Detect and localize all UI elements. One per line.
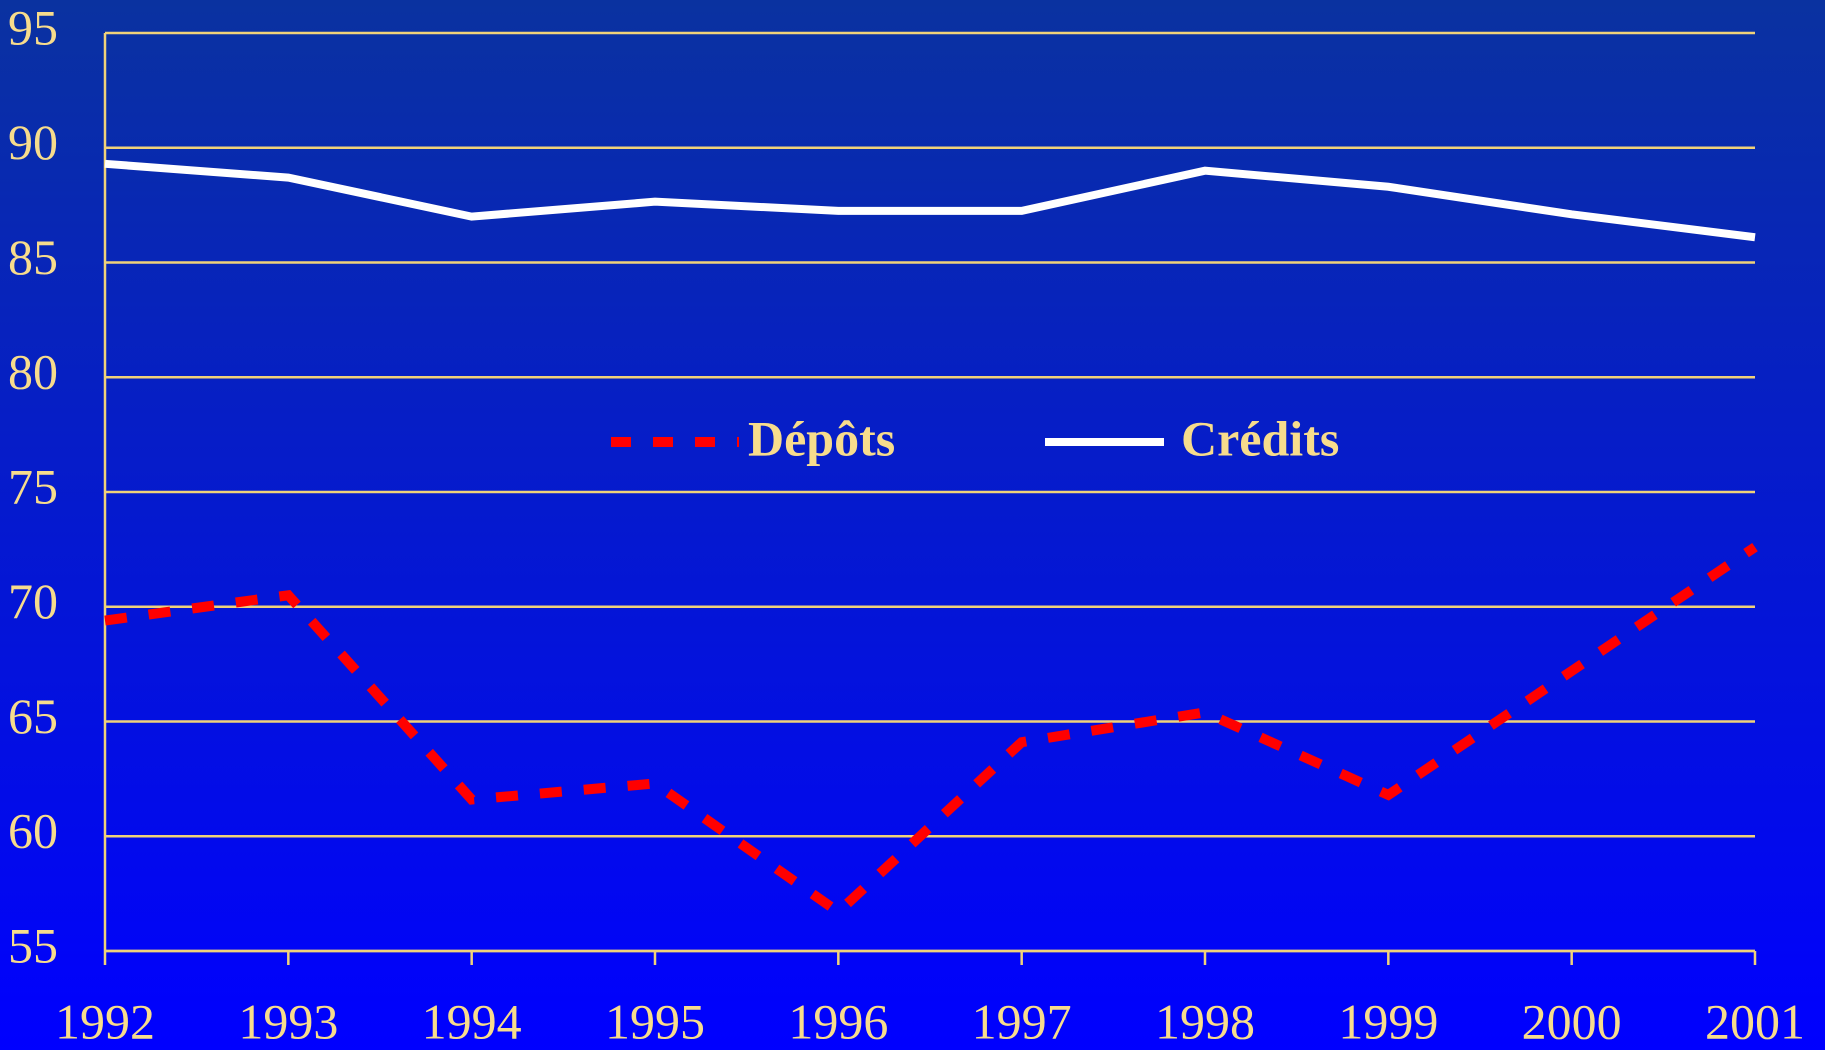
y-tick-label: 70 bbox=[8, 573, 58, 629]
x-tick-label: 1993 bbox=[238, 993, 338, 1049]
y-tick-label: 90 bbox=[8, 114, 58, 170]
x-tick-label: 2001 bbox=[1705, 993, 1805, 1049]
x-tick-label: 1997 bbox=[972, 993, 1072, 1049]
y-tick-label: 60 bbox=[8, 803, 58, 859]
x-tick-label: 1998 bbox=[1155, 993, 1255, 1049]
x-tick-label: 1996 bbox=[788, 993, 888, 1049]
y-tick-label: 75 bbox=[8, 458, 58, 514]
y-tick-label: 95 bbox=[8, 0, 58, 55]
line-series bbox=[104, 542, 1758, 919]
x-tick-label: 1994 bbox=[422, 993, 522, 1049]
x-tick-label: 2000 bbox=[1522, 993, 1622, 1049]
line-series bbox=[104, 159, 1756, 242]
x-tick-label: 1992 bbox=[55, 993, 155, 1049]
x-tick-label: 1999 bbox=[1338, 993, 1438, 1049]
legend-label: Dépôts bbox=[748, 410, 895, 466]
y-tick-label: 80 bbox=[8, 344, 58, 400]
y-tick-label: 85 bbox=[8, 229, 58, 285]
x-tick-label: 1995 bbox=[605, 993, 705, 1049]
legend-label: Crédits bbox=[1181, 410, 1339, 466]
y-tick-label: 65 bbox=[8, 688, 58, 744]
y-tick-label: 55 bbox=[8, 917, 58, 973]
